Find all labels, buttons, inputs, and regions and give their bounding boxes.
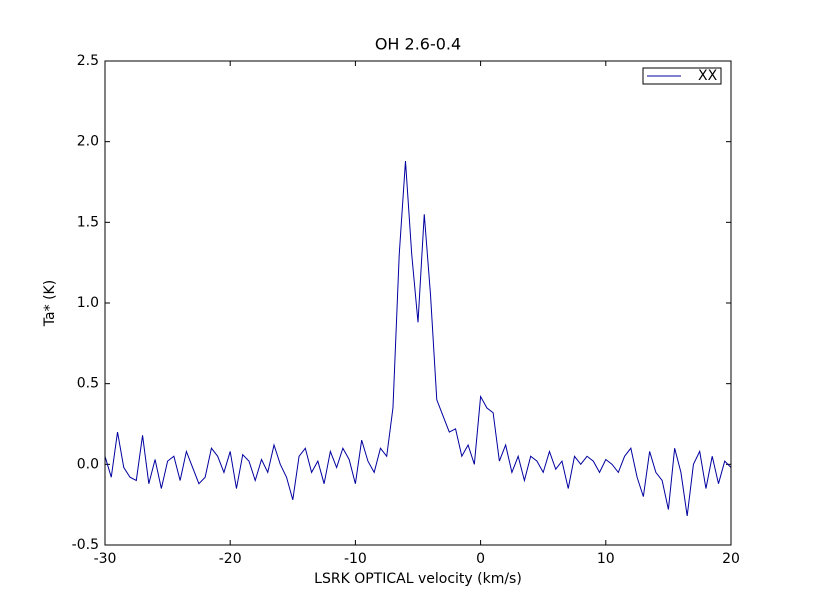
legend-label: XX (698, 68, 718, 84)
x-axis-label: LSRK OPTICAL velocity (km/s) (314, 571, 522, 587)
y-axis-label: Ta* (K) (42, 280, 58, 327)
y-tick-label: 0.5 (77, 376, 99, 392)
x-tick-label: -30 (94, 551, 117, 567)
y-tick-label: 1.5 (77, 214, 99, 230)
x-tick-label: -20 (219, 551, 242, 567)
y-tick-label: 0.0 (77, 456, 99, 472)
y-tick-label: 2.0 (77, 134, 99, 150)
data-line (104, 160, 732, 517)
y-tick-label: 1.0 (77, 295, 99, 311)
x-tick-label: 20 (722, 551, 740, 567)
y-tick-label: 2.5 (77, 53, 99, 69)
x-tick-label: 0 (476, 551, 485, 567)
plot-frame (104, 60, 732, 546)
chart-title: OH 2.6-0.4 (375, 35, 461, 54)
x-tick-label: 10 (597, 551, 615, 567)
y-tick-label: -0.5 (72, 537, 99, 553)
legend-box (642, 67, 722, 85)
x-tick-label: -10 (344, 551, 367, 567)
